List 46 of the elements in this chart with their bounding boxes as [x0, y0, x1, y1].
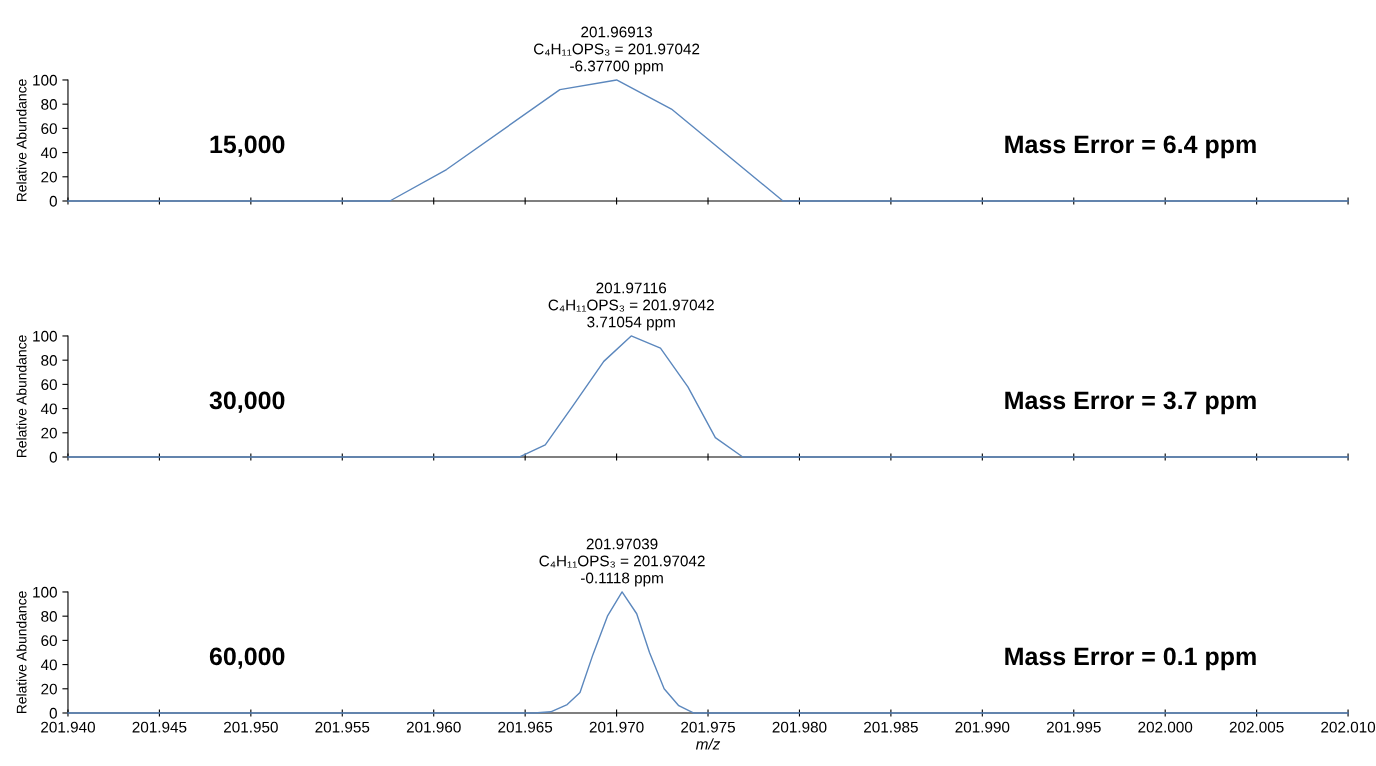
x-tick-label: 201.970 — [589, 721, 644, 733]
x-tick-label: 201.965 — [498, 721, 553, 733]
y-tick-label: 60 — [41, 379, 57, 391]
y-tick-label: 100 — [33, 586, 57, 598]
y-tick-label: 0 — [49, 707, 57, 719]
y-axis-title: Relative Abundance — [16, 335, 27, 458]
y-tick-label: 20 — [41, 171, 57, 183]
x-tick-label: 201.960 — [406, 721, 461, 733]
y-axis-title: Relative Abundance — [16, 79, 27, 202]
annotation: 60,000 — [209, 647, 285, 669]
annotation: 15,000 — [210, 135, 285, 157]
annotation: 30,000 — [209, 391, 285, 413]
x-tick-label: 201.980 — [772, 721, 827, 733]
annotation: 201.97116 C₄H₁₁OPS₃ = 201.97042 3.71054 ppm — [548, 282, 714, 331]
y-tick-label: 100 — [33, 330, 57, 342]
annotation: 201.96913 C₄H₁₁OPS₃ = 201.97042 -6.37700 ppm — [534, 26, 700, 75]
annotation: Mass Error = 3.7 ppm — [1005, 391, 1256, 415]
x-axis-title: m/z — [695, 738, 721, 750]
y-tick-label: 100 — [33, 74, 57, 86]
y-axis-title: Relative Abundance — [16, 591, 27, 714]
y-tick-label: 40 — [40, 147, 57, 159]
y-tick-label: 20 — [41, 427, 57, 439]
x-tick-label: 201.985 — [864, 721, 918, 733]
x-tick-label: 201.955 — [315, 721, 370, 733]
x-tick-label: 201.975 — [681, 721, 735, 733]
x-tick-label: 201.950 — [224, 721, 278, 733]
y-tick-label: 80 — [41, 355, 57, 366]
x-tick-label: 202.010 — [1321, 721, 1376, 733]
y-tick-label: 60 — [41, 635, 57, 647]
y-tick-label: 0 — [49, 451, 57, 463]
y-tick-label: 20 — [41, 683, 57, 695]
annotation: Mass Error = 6.4 ppm — [1005, 135, 1256, 159]
x-tick-label: 201.940 — [41, 721, 95, 733]
y-tick-label: 80 — [41, 611, 57, 622]
y-tick-label: 80 — [41, 99, 57, 110]
x-tick-label: 201.990 — [955, 721, 1010, 733]
x-tick-label: 201.995 — [1046, 721, 1101, 733]
annotation: 201.97039 C₄H₁₁OPS₃ = 201.97042 -0.1118 ppm — [539, 538, 705, 587]
x-tick-label: 201.945 — [132, 721, 187, 733]
x-tick-label: 202.005 — [1229, 721, 1284, 733]
y-tick-label: 40 — [40, 659, 57, 671]
x-tick-label: 202.000 — [1138, 721, 1193, 733]
y-tick-label: 0 — [49, 195, 57, 207]
y-tick-label: 40 — [40, 403, 57, 415]
annotation: Mass Error = 0.1 ppm — [1005, 647, 1256, 671]
y-tick-label: 60 — [41, 123, 57, 135]
